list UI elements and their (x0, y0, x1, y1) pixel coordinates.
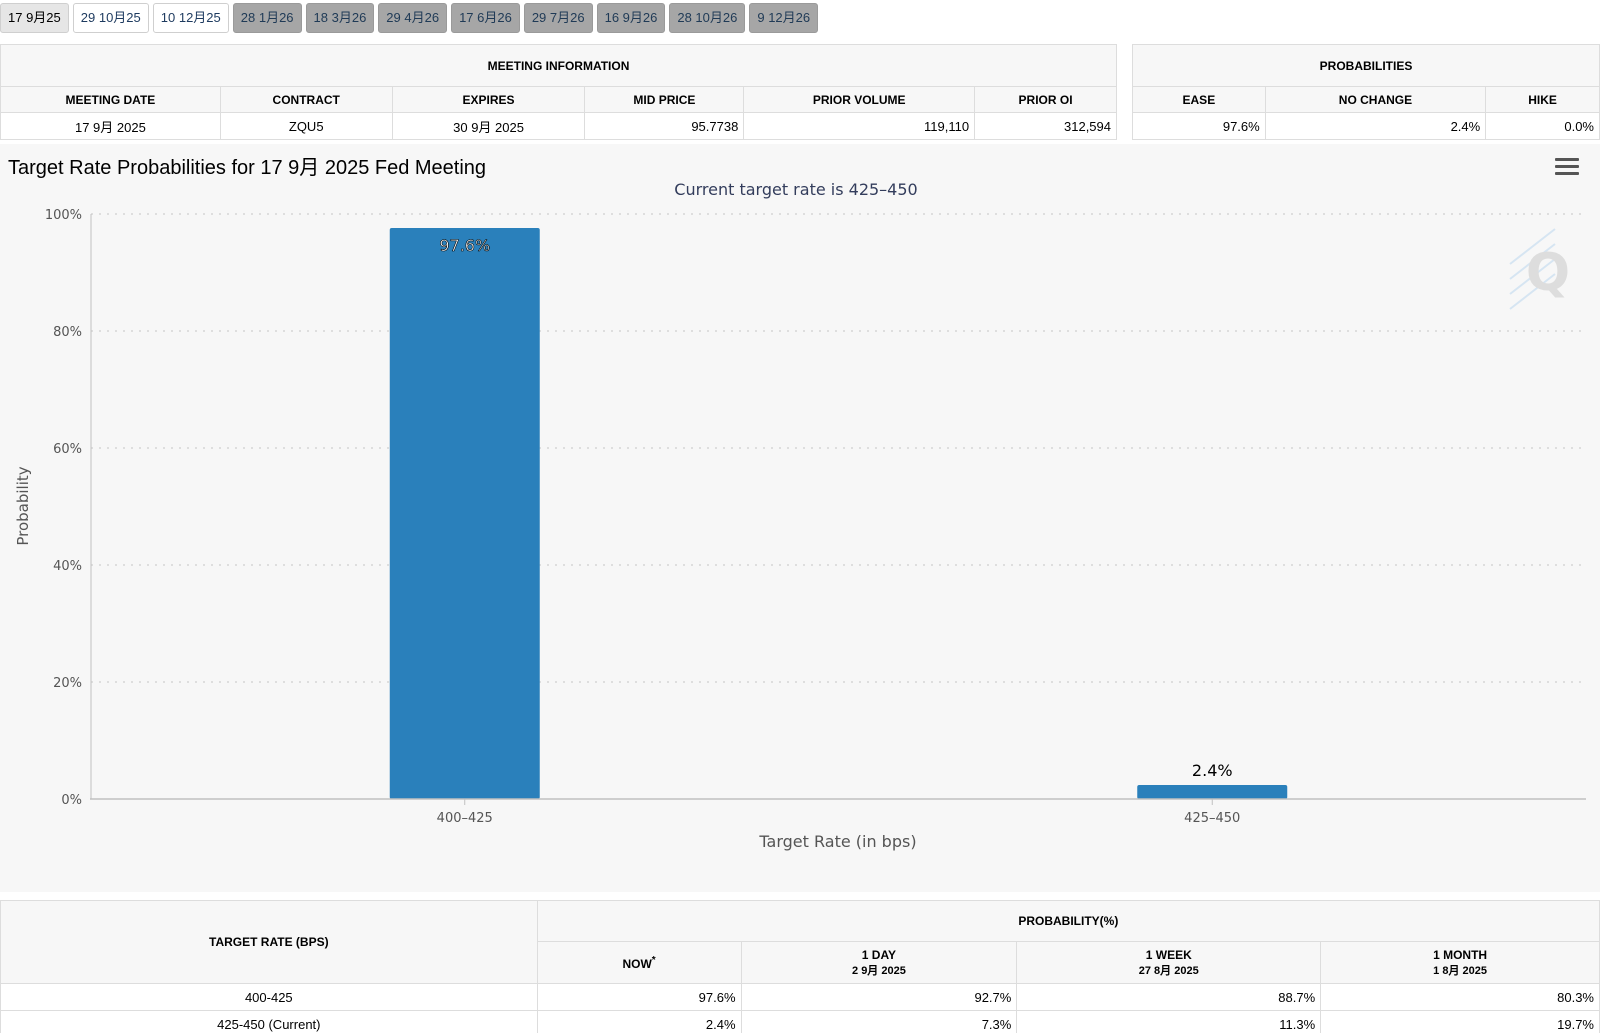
x-tick-label: 425–450 (1184, 811, 1240, 826)
header-meeting-date: MEETING DATE (0, 86, 221, 113)
cell-ease: 97.6% (1132, 112, 1266, 140)
header-1-week: 1 WEEK 27 8月 2025 (1016, 941, 1322, 984)
probabilities-title: PROBABILITIES (1132, 44, 1600, 87)
header-no-change: NO CHANGE (1264, 86, 1487, 113)
tab-meeting-6[interactable]: 17 6月26 (451, 3, 520, 33)
probabilities-table: PROBABILITIES EASE NO CHANGE HIKE 97.6% … (1132, 44, 1600, 140)
header-expires: EXPIRES (391, 86, 586, 113)
watermark-letter: Q (1526, 243, 1570, 303)
tab-meeting-1[interactable]: 29 10月25 (72, 3, 149, 33)
x-axis-title: Target Rate (in bps) (758, 832, 916, 851)
header-1-day: 1 DAY 2 9月 2025 (740, 941, 1018, 984)
y-tick-label: 40% (53, 559, 82, 574)
cell-1-day: 7.3% (740, 1010, 1018, 1033)
bar-2[interactable] (1137, 784, 1288, 799)
cell-hike: 0.0% (1485, 112, 1600, 140)
cell-no-change: 2.4% (1264, 112, 1487, 140)
bar-1[interactable] (389, 228, 540, 799)
y-tick-label: 80% (53, 325, 82, 340)
cell-contract: ZQU5 (219, 112, 393, 140)
cell-1-week: 11.3% (1016, 1010, 1322, 1033)
target-rate-probability-table: TARGET RATE (BPS) PROBABILITY(%) NOW* 1 … (0, 900, 1600, 1033)
cell-target-rate: 400-425 (0, 983, 538, 1011)
cell-1-day: 92.7% (740, 983, 1018, 1011)
tab-meeting-4[interactable]: 18 3月26 (305, 3, 375, 33)
header-mid-price: MID PRICE (584, 86, 745, 113)
q-logo-icon: Q (1509, 228, 1570, 310)
header-now: NOW* (536, 941, 742, 984)
bar-chart: Q Current target rate is 425–450 0% 20% 40… (14, 180, 1586, 851)
tab-meeting-10[interactable]: 9 12月26 (749, 3, 819, 33)
tab-meeting-8[interactable]: 16 9月26 (596, 3, 666, 33)
tab-meeting-7[interactable]: 29 7月26 (523, 3, 593, 33)
header-prior-volume: PRIOR VOLUME (743, 86, 976, 113)
bar-data-label: 2.4% (1192, 761, 1233, 780)
table-row: 17 9月 2025 ZQU5 30 9月 2025 95.7738 119,1… (0, 112, 1117, 140)
tab-meeting-3[interactable]: 28 1月26 (232, 3, 302, 33)
table-row: 97.6% 2.4% 0.0% (1132, 112, 1600, 140)
cell-meeting-date: 17 9月 2025 (0, 112, 221, 140)
x-tick-label: 400–425 (437, 811, 493, 826)
tab-meeting-9[interactable]: 28 10月26 (669, 3, 746, 33)
header-prior-oi: PRIOR OI (974, 86, 1117, 113)
cell-1-month: 80.3% (1320, 983, 1600, 1011)
y-tick-label: 20% (53, 676, 82, 691)
tab-meeting-0[interactable]: 17 9月25 (0, 3, 69, 33)
target-rate-chart: Target Rate Probabilities for 17 9月 2025… (0, 144, 1600, 892)
header-hike: HIKE (1485, 86, 1600, 113)
cell-target-rate: 425-450 (Current) (0, 1010, 538, 1033)
y-tick-label: 60% (53, 442, 82, 457)
y-tick-label: 0% (61, 793, 82, 808)
cell-1-month: 19.7% (1320, 1010, 1600, 1033)
table-row: 425-450 (Current) 2.4% 7.3% 11.3% 19.7% (0, 1010, 1600, 1033)
cell-now: 2.4% (536, 1010, 742, 1033)
meeting-date-tabs: 17 9月25 29 10月25 10 12月25 28 1月26 18 3月2… (0, 3, 822, 33)
header-probability: PROBABILITY(%) (536, 900, 1600, 942)
table-row: 400-425 97.6% 92.7% 88.7% 80.3% (0, 983, 1600, 1011)
tab-meeting-2[interactable]: 10 12月25 (152, 3, 229, 33)
y-tick-label: 100% (45, 208, 82, 223)
y-axis-title: Probability (14, 466, 32, 545)
cell-prior-volume: 119,110 (743, 112, 976, 140)
cell-1-week: 88.7% (1016, 983, 1322, 1011)
header-1-month: 1 MONTH 1 8月 2025 (1320, 941, 1600, 984)
tab-meeting-5[interactable]: 29 4月26 (378, 3, 448, 33)
meeting-information-table: MEETING INFORMATION MEETING DATE CONTRAC… (0, 44, 1117, 140)
header-ease: EASE (1132, 86, 1266, 113)
chart-subtitle: Current target rate is 425–450 (674, 180, 917, 199)
cell-now: 97.6% (536, 983, 742, 1011)
cell-mid-price: 95.7738 (584, 112, 745, 140)
cell-prior-oi: 312,594 (974, 112, 1117, 140)
header-target-rate: TARGET RATE (BPS) (0, 900, 538, 984)
cell-expires: 30 9月 2025 (391, 112, 586, 140)
chart-title: Target Rate Probabilities for 17 9月 2025… (8, 157, 487, 179)
bar-data-label: 97.6% (439, 236, 490, 255)
meeting-information-title: MEETING INFORMATION (0, 44, 1117, 87)
hamburger-menu-icon[interactable] (1555, 158, 1579, 176)
header-contract: CONTRACT (219, 86, 393, 113)
